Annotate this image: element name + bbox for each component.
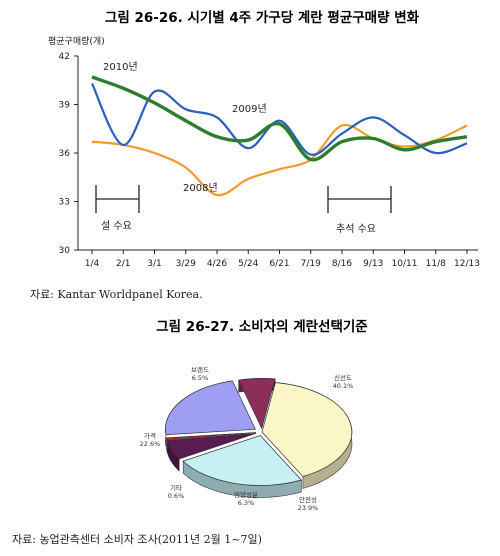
seollal-demand-bracket: [95, 185, 140, 213]
pie-value-label: 6.3%: [238, 499, 255, 507]
y-tick-label: 39: [59, 101, 71, 111]
x-tick-label: 3/1: [147, 259, 161, 269]
series-label-2008: 2008년: [183, 182, 218, 194]
pie-slice-브랜드: [238, 378, 276, 430]
pie-label: 기타: [170, 483, 182, 492]
pie-label: 영양성분: [234, 490, 258, 499]
chuseok-demand-bracket: [327, 186, 392, 213]
x-tick-label: 7/19: [301, 259, 321, 269]
pie-label: 가격: [144, 431, 156, 440]
pie-value-label: 22.6%: [140, 440, 161, 448]
series-label-2010: 2010년: [103, 61, 138, 73]
chart2-title: 그림 26-27. 소비자의 계란선택기준: [156, 318, 368, 335]
x-tick-label: 3/29: [176, 259, 196, 269]
pie-value-label: 23.9%: [298, 504, 319, 512]
pie-chart: [165, 378, 353, 498]
pie-value-label: 40.1%: [333, 382, 354, 390]
chuseok-demand-label: 추석 수요: [336, 223, 376, 235]
x-tick-label: 11/8: [426, 259, 446, 269]
series-label-2009: 2009년: [232, 103, 267, 115]
pie-slice-영양성분: [166, 432, 257, 460]
y-tick-label: 36: [59, 149, 71, 159]
x-tick-label: 4/26: [207, 259, 227, 269]
pie-label: 안전성: [299, 495, 317, 504]
pie-slice-가격: [165, 380, 256, 436]
series-line-2009년: [91, 82, 468, 156]
pie-value-label: 0.6%: [168, 492, 185, 500]
chart2-source: 자료: 농업관측센터 소비자 조사(2011년 2월 1~7일): [12, 532, 262, 546]
chart1-title: 그림 26-26. 시기별 4주 가구당 계란 평균구매량 변화: [105, 9, 420, 26]
pie-slice-기타: [166, 432, 257, 441]
chart1-axes: 30 33 36 39 42 1/4 2/1 3/1 3/29 4/26 5/24 6/21 7/19 8…: [59, 52, 480, 269]
chart1-y-axis-label: 평균구매량(개): [48, 35, 105, 47]
y-tick-label: 30: [59, 246, 71, 256]
chart1-lines: [91, 75, 468, 197]
seollal-demand-label: 설 수요: [101, 220, 132, 232]
x-tick-label: 10/11: [392, 259, 418, 269]
pie-slice-안전성: [182, 435, 302, 486]
x-tick-label: 8/16: [332, 259, 352, 269]
x-tick-label: 6/21: [269, 259, 289, 269]
y-tick-label: 42: [59, 52, 70, 62]
series-line-2010년: [91, 75, 468, 162]
pie-value-label: 6.5%: [192, 374, 209, 382]
x-tick-label: 1/4: [85, 259, 100, 269]
x-tick-label: 9/13: [363, 259, 383, 269]
x-tick-label: 12/13: [454, 259, 480, 269]
chart1-source: 자료: Kantar Worldpanel Korea.: [30, 288, 203, 301]
pie-label: 신선도: [334, 373, 352, 382]
pie-label: 브랜드: [191, 365, 209, 374]
x-tick-label: 2/1: [116, 259, 130, 269]
series-line-2008년: [91, 123, 468, 197]
pie-slice-신선도: [261, 382, 353, 477]
y-tick-label: 33: [59, 198, 70, 208]
x-tick-label: 5/24: [238, 259, 258, 269]
